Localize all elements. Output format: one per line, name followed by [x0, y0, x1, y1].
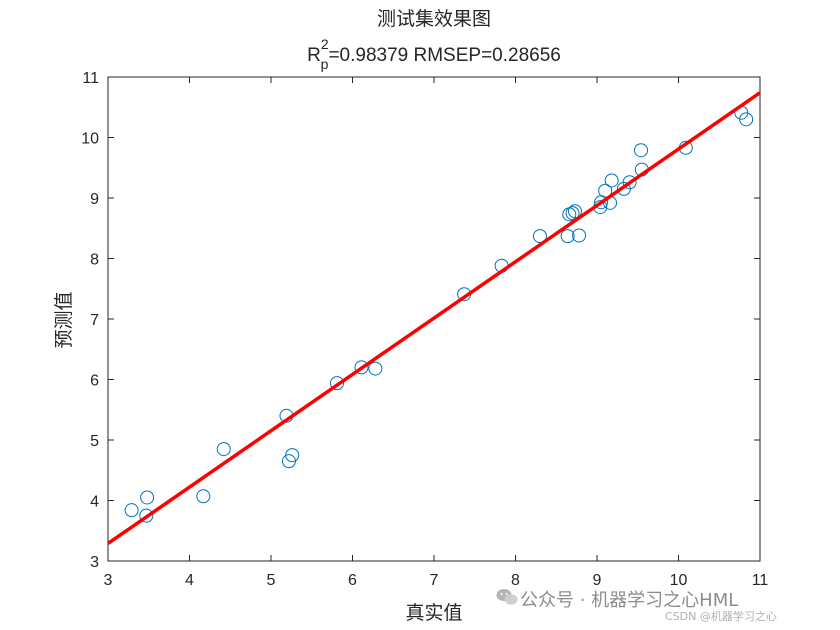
- x-tick-label: 10: [670, 572, 688, 589]
- data-point: [604, 173, 619, 188]
- data-point: [285, 448, 300, 463]
- y-axis-label: 预测值: [53, 291, 75, 348]
- plot-area: 3 4 5 6 7 8 9 10 11 3 4 5 6 7 8 9 10 11: [81, 70, 768, 589]
- y-tick-label: 9: [90, 191, 99, 208]
- y-tick-label: 11: [82, 70, 99, 87]
- data-point: [622, 175, 637, 190]
- subtitle-stats: =0.98379 RMSEP=0.28656: [328, 45, 560, 66]
- data-point: [216, 442, 231, 457]
- data-point: [330, 376, 345, 391]
- chart-subtitle: R2 p=0.98379 RMSEP=0.28656: [307, 36, 561, 72]
- data-point: [140, 490, 155, 505]
- y-tick-label: 6: [90, 373, 99, 390]
- subtitle-r-subscript: p: [321, 56, 329, 72]
- y-tick-label: 4: [90, 494, 99, 511]
- data-point: [139, 508, 154, 523]
- y-tick-label: 3: [90, 554, 99, 571]
- x-tick-label: 8: [511, 572, 520, 589]
- y-tick-label: 5: [90, 433, 99, 450]
- data-point: [196, 489, 211, 504]
- data-point: [634, 143, 649, 158]
- data-point: [739, 112, 754, 127]
- y-tick-label: 8: [90, 252, 99, 269]
- y-tick-label: 7: [90, 312, 99, 329]
- subtitle-r: R: [307, 45, 321, 66]
- data-point: [532, 229, 547, 244]
- x-tick-label: 7: [430, 572, 439, 589]
- data-point: [354, 360, 369, 375]
- y-tick-label: 10: [81, 131, 99, 148]
- subtitle-r-superscript: 2: [321, 36, 329, 52]
- data-point: [572, 228, 587, 243]
- data-point: [368, 361, 383, 376]
- fit-line: [107, 91, 761, 545]
- x-tick-label: 9: [593, 572, 602, 589]
- watermark-account: 公众号 · 机器学习之心HML: [520, 590, 739, 611]
- data-point: [567, 204, 582, 219]
- data-point: [565, 206, 580, 221]
- wechat-icon: [496, 589, 518, 605]
- chart-title: 测试集效果图: [377, 8, 491, 30]
- x-tick-label: 11: [752, 572, 769, 589]
- data-point: [598, 183, 613, 198]
- x-axis-label: 真实值: [405, 602, 462, 624]
- x-tick-label: 6: [348, 572, 357, 589]
- x-tick-label: 5: [267, 572, 276, 589]
- x-tick-label: 3: [104, 572, 113, 589]
- data-point: [124, 503, 139, 518]
- data-point: [560, 229, 575, 244]
- x-tick-label: 4: [185, 572, 194, 589]
- watermark-csdn: CSDN @机器学习之心: [665, 610, 777, 623]
